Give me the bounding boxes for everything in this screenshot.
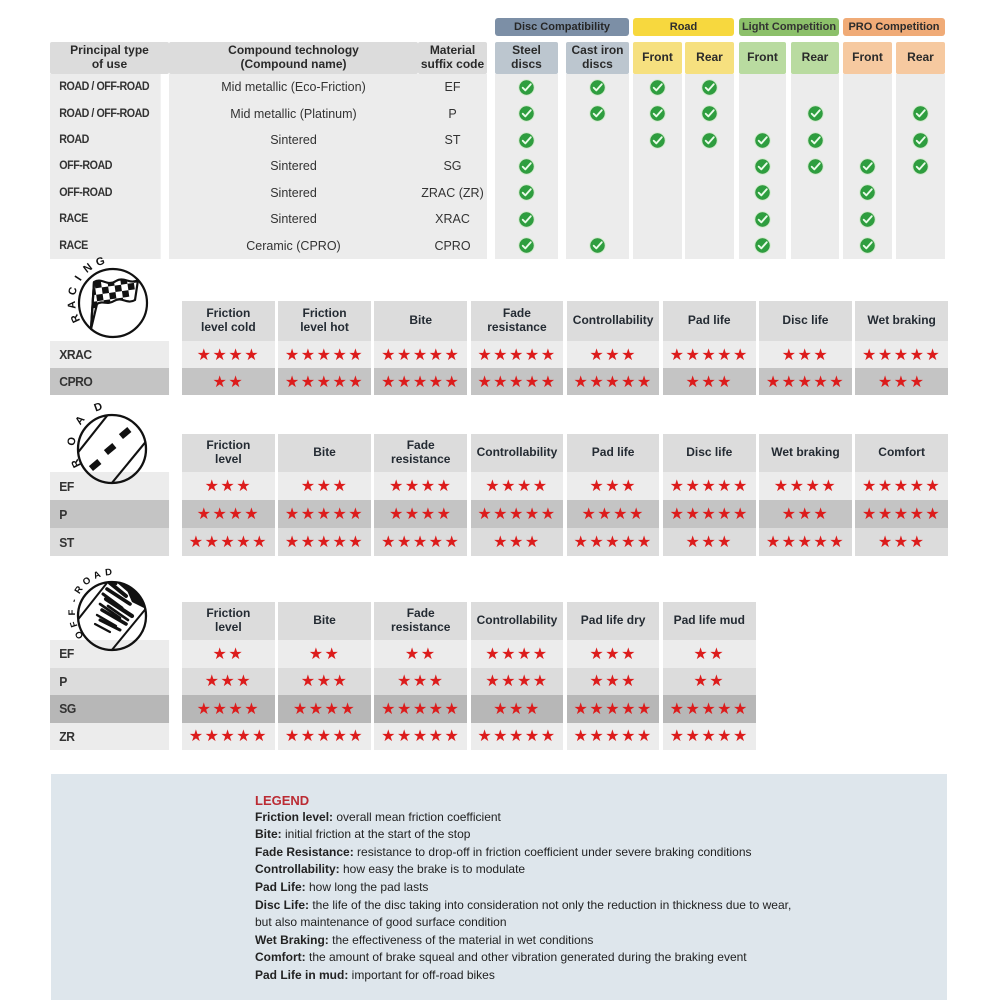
svg-text:O: O [66, 436, 79, 446]
svg-text:R: R [73, 584, 86, 596]
svg-text:-: - [68, 598, 79, 604]
svg-text:G: G [94, 255, 106, 269]
svg-text:A: A [92, 569, 103, 582]
svg-text:D: D [105, 567, 113, 579]
svg-text:C: C [66, 286, 80, 297]
svg-text:I: I [73, 274, 85, 283]
svg-text:A: A [73, 414, 87, 428]
svg-text:A: A [66, 300, 79, 309]
svg-text:D: D [93, 400, 105, 414]
svg-text:O: O [81, 575, 94, 588]
svg-text:F: F [67, 609, 78, 615]
svg-text:N: N [81, 261, 95, 275]
